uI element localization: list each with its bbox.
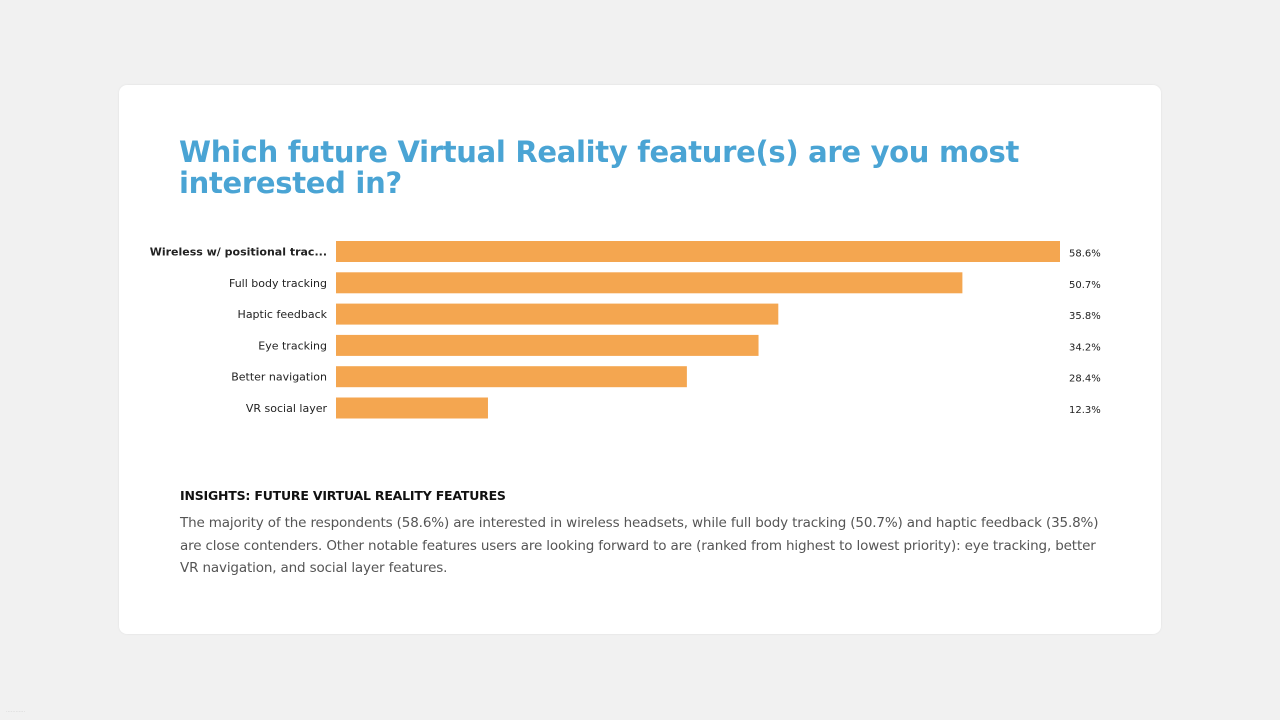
category-label-0: Wireless w/ positional trac... xyxy=(150,246,327,259)
category-label-4: Better navigation xyxy=(231,371,327,384)
category-label-2: Haptic feedback xyxy=(238,308,328,321)
value-label-3: 34.2% xyxy=(1069,342,1101,353)
value-label-5: 12.3% xyxy=(1069,405,1101,416)
bar-2 xyxy=(336,303,779,325)
bar-1 xyxy=(336,272,963,294)
bar-chart: Wireless w/ positional trac... 58.6% Full … xyxy=(150,241,1101,419)
watermark-text: ············ xyxy=(6,709,26,715)
value-label-4: 28.4% xyxy=(1069,374,1101,385)
value-label-1: 50.7% xyxy=(1069,280,1101,291)
category-label-3: Eye tracking xyxy=(258,339,327,352)
bar-5 xyxy=(336,397,488,419)
insights-body: The majority of the respondents (58.6%) … xyxy=(180,515,1099,576)
insights-heading: INSIGHTS: FUTURE VIRTUAL REALITY FEATURE… xyxy=(180,488,506,503)
bar-0 xyxy=(336,241,1060,262)
chart-card: Which future Virtual Reality feature(s) … xyxy=(119,85,1161,634)
value-label-0: 58.6% xyxy=(1069,249,1101,260)
category-label-1: Full body tracking xyxy=(229,277,327,290)
category-label-5: VR social layer xyxy=(246,402,328,415)
value-label-2: 35.8% xyxy=(1069,311,1101,322)
bar-3 xyxy=(336,334,759,356)
chart-title: Which future Virtual Reality feature(s) … xyxy=(179,135,1020,200)
bar-4 xyxy=(336,366,687,388)
